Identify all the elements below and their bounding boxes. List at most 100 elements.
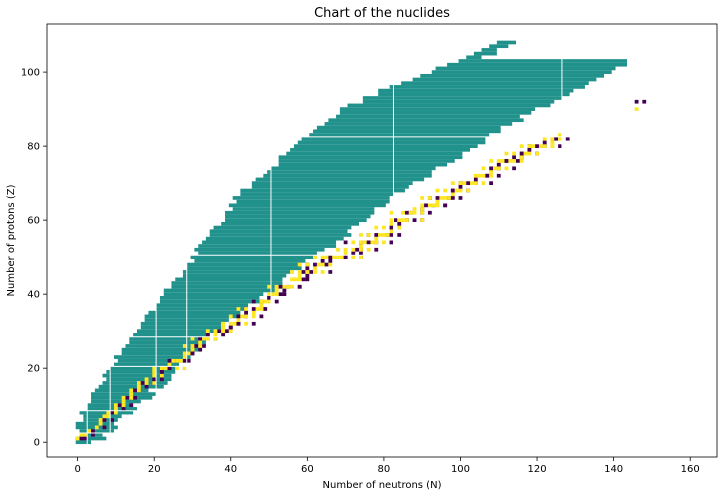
near-stable-cell bbox=[110, 418, 114, 422]
stable-cell bbox=[228, 314, 233, 319]
isotope-row bbox=[186, 266, 302, 271]
near-stable-cell bbox=[496, 173, 501, 178]
stable-cell bbox=[504, 159, 509, 163]
stable-cell bbox=[493, 166, 497, 171]
isotope-row bbox=[156, 303, 248, 308]
stable-cell bbox=[389, 222, 394, 226]
stable-cell bbox=[393, 218, 398, 222]
stable-cell bbox=[359, 240, 363, 245]
near-stable-cell bbox=[309, 270, 314, 274]
stable-cell bbox=[320, 270, 325, 274]
stable-cell bbox=[489, 166, 494, 171]
stable-cell bbox=[221, 321, 226, 326]
isotope-row bbox=[209, 229, 348, 234]
stable-cell bbox=[473, 173, 478, 178]
near-stable-cell bbox=[305, 273, 310, 278]
stable-cell bbox=[450, 192, 455, 197]
isotope-row bbox=[225, 218, 367, 222]
stable-cell bbox=[374, 233, 379, 237]
stable-cell bbox=[91, 429, 95, 433]
stable-cell bbox=[221, 329, 226, 334]
near-stable-cell bbox=[129, 403, 134, 408]
near-stable-cell bbox=[328, 259, 333, 263]
stable-cell bbox=[370, 240, 375, 245]
stable-cell bbox=[439, 196, 444, 200]
stable-cell bbox=[332, 255, 337, 259]
stable-cell bbox=[205, 333, 210, 337]
stable-cell bbox=[389, 225, 394, 230]
stable-cell bbox=[462, 181, 467, 185]
stable-cell bbox=[351, 240, 356, 245]
stable-cell bbox=[167, 366, 172, 371]
stable-cell bbox=[194, 344, 199, 348]
stable-cell bbox=[129, 388, 134, 393]
near-stable-cell bbox=[274, 299, 279, 304]
stable-cell bbox=[470, 181, 474, 185]
stable-cell bbox=[144, 381, 149, 385]
isotope-row bbox=[133, 333, 210, 337]
stable-cell bbox=[343, 247, 348, 252]
stable-cell bbox=[481, 181, 486, 185]
stable-cell bbox=[489, 170, 494, 174]
isotope-row bbox=[309, 133, 490, 137]
stable-cell bbox=[140, 381, 145, 385]
stable-cell bbox=[359, 247, 363, 252]
stable-cell bbox=[198, 340, 203, 345]
stable-cell bbox=[159, 373, 164, 378]
y-axis-ticks: 0 20 40 60 80 100 bbox=[21, 68, 47, 449]
near-stable-cell bbox=[301, 277, 306, 282]
stable-cell bbox=[519, 159, 524, 163]
stable-cell bbox=[167, 358, 172, 363]
stable-cell bbox=[550, 144, 555, 148]
stable-cell bbox=[274, 292, 279, 297]
stable-cell bbox=[389, 218, 394, 222]
stable-cell bbox=[152, 366, 157, 371]
isotope-row bbox=[114, 362, 180, 367]
isotope-row bbox=[278, 155, 463, 160]
near-stable-cell bbox=[558, 144, 562, 148]
isotope-row bbox=[339, 107, 536, 111]
stable-cell bbox=[473, 177, 478, 182]
near-stable-cell bbox=[102, 425, 107, 430]
stable-cell bbox=[182, 355, 187, 359]
x-tick-label: 140 bbox=[604, 464, 623, 475]
isotope-row bbox=[378, 88, 574, 93]
x-tick-label: 40 bbox=[224, 464, 237, 475]
stable-cell bbox=[328, 255, 333, 259]
stable-cell bbox=[542, 136, 547, 141]
stable-cell bbox=[389, 210, 394, 215]
stable-cell bbox=[519, 155, 524, 160]
stable-cell bbox=[535, 144, 539, 148]
stable-cell bbox=[481, 166, 486, 171]
isotope-row bbox=[175, 277, 283, 282]
isotope-row bbox=[121, 351, 195, 356]
near-stable-cell bbox=[374, 247, 379, 252]
isotope-row bbox=[156, 307, 245, 311]
stable-cell bbox=[420, 203, 425, 208]
isotope-row bbox=[213, 225, 352, 230]
stable-cell bbox=[359, 244, 363, 248]
isotope-row bbox=[182, 270, 291, 274]
stable-cell bbox=[351, 251, 356, 256]
near-stable-cell bbox=[359, 251, 363, 256]
stable-cell bbox=[228, 325, 233, 330]
stable-cell bbox=[519, 151, 524, 156]
stable-cell bbox=[179, 358, 183, 363]
near-stable-cell bbox=[259, 314, 264, 319]
y-tick-label: 80 bbox=[27, 142, 40, 153]
stable-cell bbox=[251, 307, 256, 311]
stable-cell bbox=[424, 203, 428, 208]
stable-cell bbox=[205, 336, 210, 341]
stable-cell bbox=[213, 329, 218, 334]
stable-cell bbox=[454, 188, 459, 193]
stable-cell bbox=[205, 329, 210, 334]
isotope-row bbox=[240, 188, 405, 193]
isotope-row bbox=[324, 122, 513, 126]
stable-cell bbox=[114, 410, 118, 415]
isotope-row bbox=[251, 184, 409, 189]
stable-cell bbox=[136, 384, 141, 389]
stable-cell bbox=[489, 159, 494, 163]
stable-cell bbox=[320, 255, 325, 259]
stable-cell bbox=[267, 284, 271, 289]
